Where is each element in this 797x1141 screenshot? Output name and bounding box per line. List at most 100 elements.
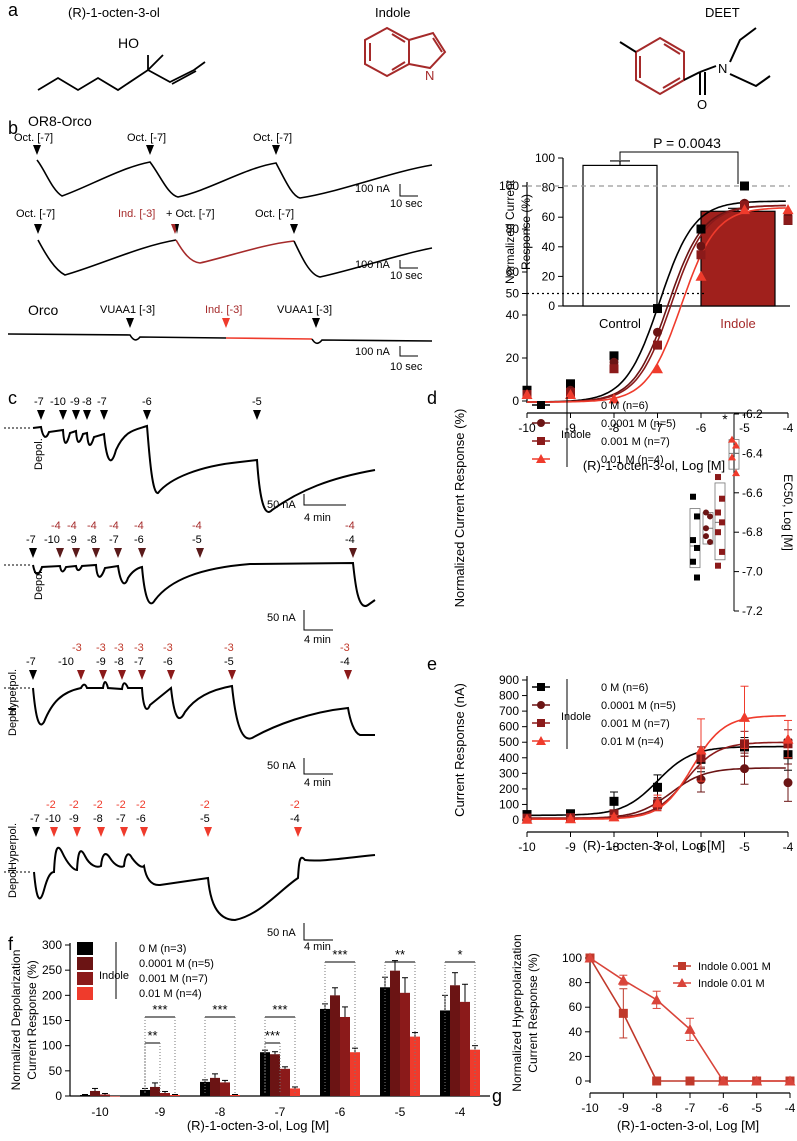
d-inset-pt-2-1: [719, 495, 725, 502]
f-ytick-label-5: 250: [42, 963, 62, 977]
e-legend-marker-1: [537, 701, 545, 709]
e-point-1-6: [783, 778, 793, 788]
c-r3-r5: -3: [224, 642, 234, 654]
c-r3-r3: -3: [134, 642, 144, 654]
d-ytick-label-4: 60: [506, 265, 520, 279]
d-point-2-4: [696, 250, 706, 260]
d-point-3-6: [782, 204, 794, 215]
c-r3-depol: Depol.: [7, 704, 19, 736]
f-sig-label-2-0: ***: [272, 1002, 287, 1017]
c-r2-b0: -7: [26, 534, 36, 546]
c-r2-b4: -7: [109, 534, 119, 546]
b-ind-label: Ind. [-3]: [118, 208, 155, 220]
b-pvalue: P = 0.0043: [653, 135, 721, 151]
d-inset-tick-label-1: -6.4: [742, 446, 763, 460]
g-ytick-label-4: 80: [569, 976, 583, 990]
c-r3-hyperpol: Hyperpol.: [7, 669, 19, 716]
c-r3-b3: -8: [114, 656, 124, 668]
b-ytick-label-5: 100: [535, 151, 555, 165]
b-trace-2c: [293, 240, 433, 278]
d-ytick-label-1: 20: [506, 351, 520, 365]
b-oct-label-5: Oct. [-7]: [255, 208, 294, 220]
e-xtick-label-4: -6: [696, 840, 707, 854]
c-r4-r1: -2: [69, 799, 79, 811]
e-ytick-label-5: 500: [499, 735, 519, 749]
c-r1-l2: -9: [70, 396, 80, 408]
d-point-0-1: [566, 379, 575, 389]
g-ytick-label-0: 0: [575, 1074, 582, 1088]
d-xtick-label-0: -10: [518, 421, 536, 435]
panel-a: a (R)-1-octen-3-ol HO Indole N DEET: [8, 0, 771, 112]
b-scale-bar-3: [399, 346, 418, 357]
b-oct-label-3: Oct. [-7]: [253, 132, 292, 144]
d-inset-pt-0-3: [694, 544, 700, 551]
b-arrow-4: [34, 224, 42, 234]
mol2-name: Indole: [375, 5, 410, 20]
b-scale-na-1: 100 nA: [355, 183, 391, 195]
c-r3-r0: -3: [72, 642, 82, 654]
d-point-2-3: [653, 340, 662, 350]
c-r3-b2: -9: [96, 656, 106, 668]
f-sig-label-5-0: *: [457, 947, 462, 962]
f-xtick-label-5: -5: [395, 1105, 406, 1119]
d-point-0-3: [653, 304, 662, 314]
d-inset-tick-label-3: -6.8: [742, 525, 763, 539]
f-bar-2-5: [400, 992, 410, 1096]
d-point-1-4: [696, 241, 706, 251]
e-xtick-label-3: -7: [652, 840, 663, 854]
c-r4-b0: -7: [30, 813, 40, 825]
d-point-2-6: [783, 215, 793, 225]
e-point-1-5: [740, 764, 749, 774]
b-trace-3b: [225, 337, 313, 340]
c-r2-r1: -4: [67, 520, 77, 532]
c-r4-r5: -2: [200, 799, 210, 811]
d-ylabel: Normalized Current Response (%): [452, 409, 467, 608]
b-scale-bar-2: [399, 260, 418, 269]
c-r4-b2: -9: [69, 813, 79, 825]
b-oct-label-4: Oct. [-7]: [16, 208, 55, 220]
f-legend-swatch-0: [77, 942, 93, 955]
f-bar-2-2: [220, 1082, 230, 1096]
panel-f-chart: f Normalized Depolarization Current Resp…: [8, 934, 490, 1133]
c-row1: -7 -10 -9 -8 -7 -6 -5 Depol. 50 nA 4 min: [4, 396, 376, 524]
f-bar-1-0: [90, 1090, 100, 1096]
e-xtick-label-2: -8: [609, 840, 620, 854]
f-ytick-label-4: 200: [42, 988, 62, 1002]
deet-structure: [619, 27, 771, 96]
f-legend-swatch-1: [77, 957, 93, 970]
d-point-0-5: [740, 181, 749, 191]
c-r3-r2: -3: [114, 642, 124, 654]
f-bar-1-4: [330, 995, 340, 1096]
panel-g-label: g: [492, 1086, 502, 1106]
f-bar-3-5: [410, 1036, 420, 1096]
g-ytick-label-1: 20: [569, 1049, 583, 1063]
b-ytick-label-1: 20: [542, 269, 556, 283]
b-arrow-1: [33, 145, 41, 155]
panel-e-chart: e Current Response (nA) (R)-1-octen-3-ol…: [427, 654, 794, 854]
g-ytick-label-2: 40: [569, 1025, 583, 1039]
f-bar-0-0: [80, 1094, 90, 1096]
b-ytick-label-2: 40: [542, 240, 556, 254]
c-r1-l5: -6: [142, 396, 152, 408]
g-xtick-label-1: -9: [618, 1101, 629, 1115]
panel-b: b OR8-Orco Oct. [-7] Oct. [-7] Oct. [-7]…: [7, 113, 433, 373]
d-inset-pt-2-6: [715, 562, 721, 569]
d-ytick-label-0: 0: [512, 394, 519, 408]
g-xtick-label-6: -4: [785, 1101, 796, 1115]
c-r2-r5: -4: [192, 520, 202, 532]
f-bar-3-6: [470, 1049, 480, 1096]
g-xtick-label-4: -6: [718, 1101, 729, 1115]
e-point-0-3: [653, 782, 662, 792]
c-r4-r4: -2: [136, 799, 146, 811]
e-legend-marker-2: [537, 719, 545, 727]
e-ylabel: Current Response (nA): [452, 683, 467, 817]
c-r4-r2: -2: [93, 799, 103, 811]
e-point-3-4: [695, 744, 707, 755]
b-scale-na-3: 100 nA: [355, 346, 391, 358]
d-legend-text-1: 0.0001 M (n=5): [601, 418, 676, 430]
b-trace-2a: [37, 239, 177, 276]
b-trace-2b: [175, 239, 295, 264]
d-inset-label: EC50, Log [M]: [781, 474, 795, 551]
c-row2: -7 -10 -9 -8 -7 -6 -5 -4 -4 -4 -4 -4 -4 …: [4, 520, 376, 646]
